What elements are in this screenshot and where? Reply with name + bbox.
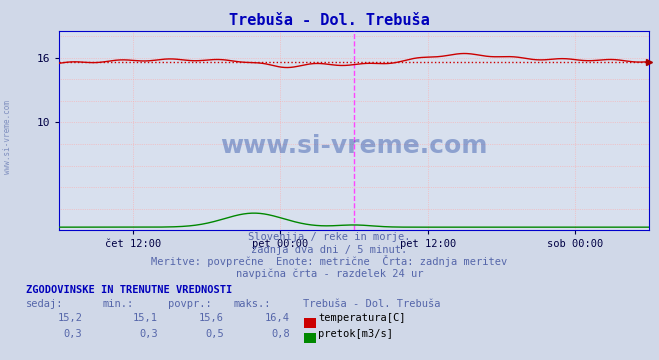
Text: 15,6: 15,6	[199, 314, 224, 324]
Text: www.si-vreme.com: www.si-vreme.com	[3, 100, 13, 174]
Text: 0,5: 0,5	[206, 329, 224, 339]
Text: Trebuša - Dol. Trebuša: Trebuša - Dol. Trebuša	[229, 13, 430, 28]
Text: temperatura[C]: temperatura[C]	[318, 314, 406, 324]
Text: navpična črta - razdelek 24 ur: navpična črta - razdelek 24 ur	[236, 269, 423, 279]
Text: ZGODOVINSKE IN TRENUTNE VREDNOSTI: ZGODOVINSKE IN TRENUTNE VREDNOSTI	[26, 285, 233, 296]
Text: min.:: min.:	[102, 299, 133, 309]
Text: 0,3: 0,3	[64, 329, 82, 339]
Text: 0,8: 0,8	[272, 329, 290, 339]
Text: 15,1: 15,1	[133, 314, 158, 324]
Text: 15,2: 15,2	[57, 314, 82, 324]
Text: Trebuša - Dol. Trebuša: Trebuša - Dol. Trebuša	[303, 299, 441, 309]
Text: Slovenija / reke in morje.: Slovenija / reke in morje.	[248, 233, 411, 243]
Text: www.si-vreme.com: www.si-vreme.com	[221, 135, 488, 158]
Text: pretok[m3/s]: pretok[m3/s]	[318, 329, 393, 339]
Text: zadnja dva dni / 5 minut.: zadnja dva dni / 5 minut.	[251, 245, 408, 255]
Text: maks.:: maks.:	[234, 299, 272, 309]
Text: Meritve: povprečne  Enote: metrične  Črta: zadnja meritev: Meritve: povprečne Enote: metrične Črta:…	[152, 255, 507, 267]
Text: sedaj:: sedaj:	[26, 299, 64, 309]
Text: 0,3: 0,3	[140, 329, 158, 339]
Text: 16,4: 16,4	[265, 314, 290, 324]
Text: povpr.:: povpr.:	[168, 299, 212, 309]
